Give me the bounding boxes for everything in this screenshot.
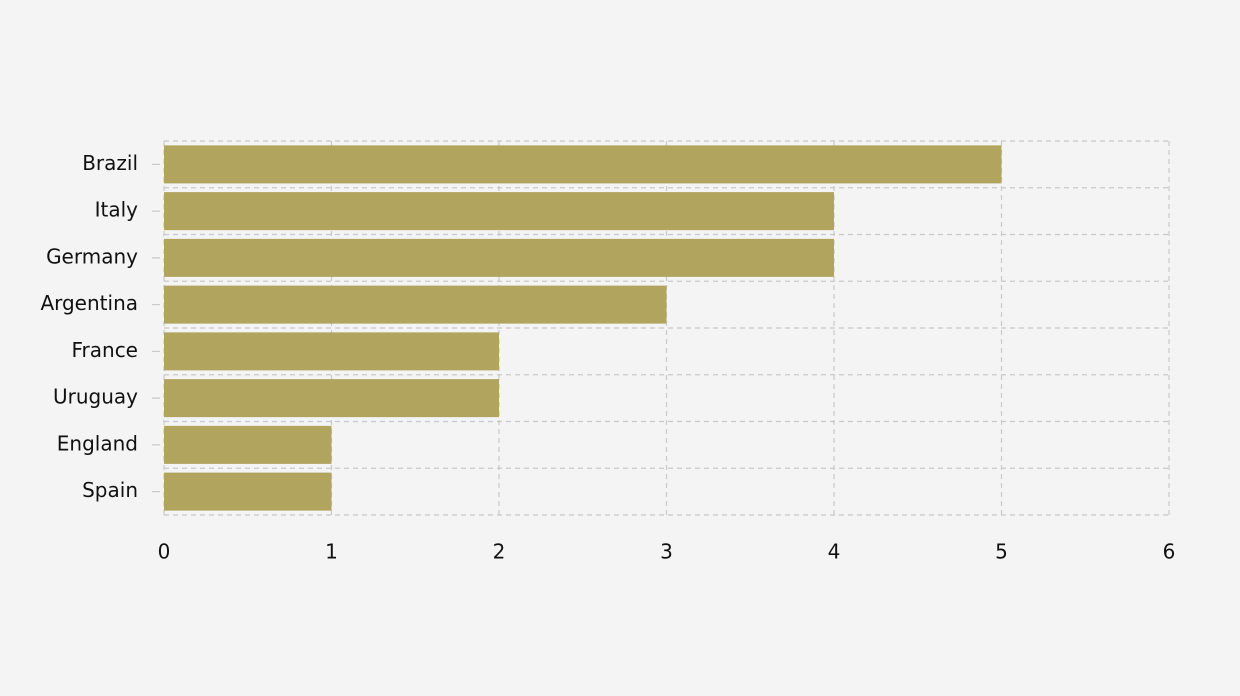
y-tick-label: England xyxy=(57,431,138,455)
bar xyxy=(164,379,499,418)
bar xyxy=(164,285,667,324)
y-tick-label: Germany xyxy=(46,244,138,268)
x-tick-label: 5 xyxy=(995,540,1008,564)
bar xyxy=(164,238,834,277)
y-tick-label: Italy xyxy=(95,198,139,222)
x-tick-label: 2 xyxy=(493,540,506,564)
y-tick-label: Brazil xyxy=(82,151,138,175)
bar xyxy=(164,472,332,511)
y-tick-label: Uruguay xyxy=(53,385,138,409)
bar xyxy=(164,425,332,464)
bar xyxy=(164,192,834,231)
x-tick-label: 6 xyxy=(1163,540,1176,564)
y-tick-label: France xyxy=(71,338,138,362)
x-tick-label: 3 xyxy=(660,540,673,564)
x-tick-label: 0 xyxy=(158,540,171,564)
bar xyxy=(164,332,499,371)
bar xyxy=(164,145,1002,184)
y-tick-label: Argentina xyxy=(40,291,138,315)
x-tick-label: 4 xyxy=(828,540,841,564)
x-tick-label: 1 xyxy=(325,540,338,564)
y-tick-label: Spain xyxy=(82,478,138,502)
